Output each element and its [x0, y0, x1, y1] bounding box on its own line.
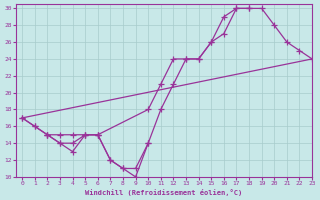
X-axis label: Windchill (Refroidissement éolien,°C): Windchill (Refroidissement éolien,°C): [85, 189, 243, 196]
